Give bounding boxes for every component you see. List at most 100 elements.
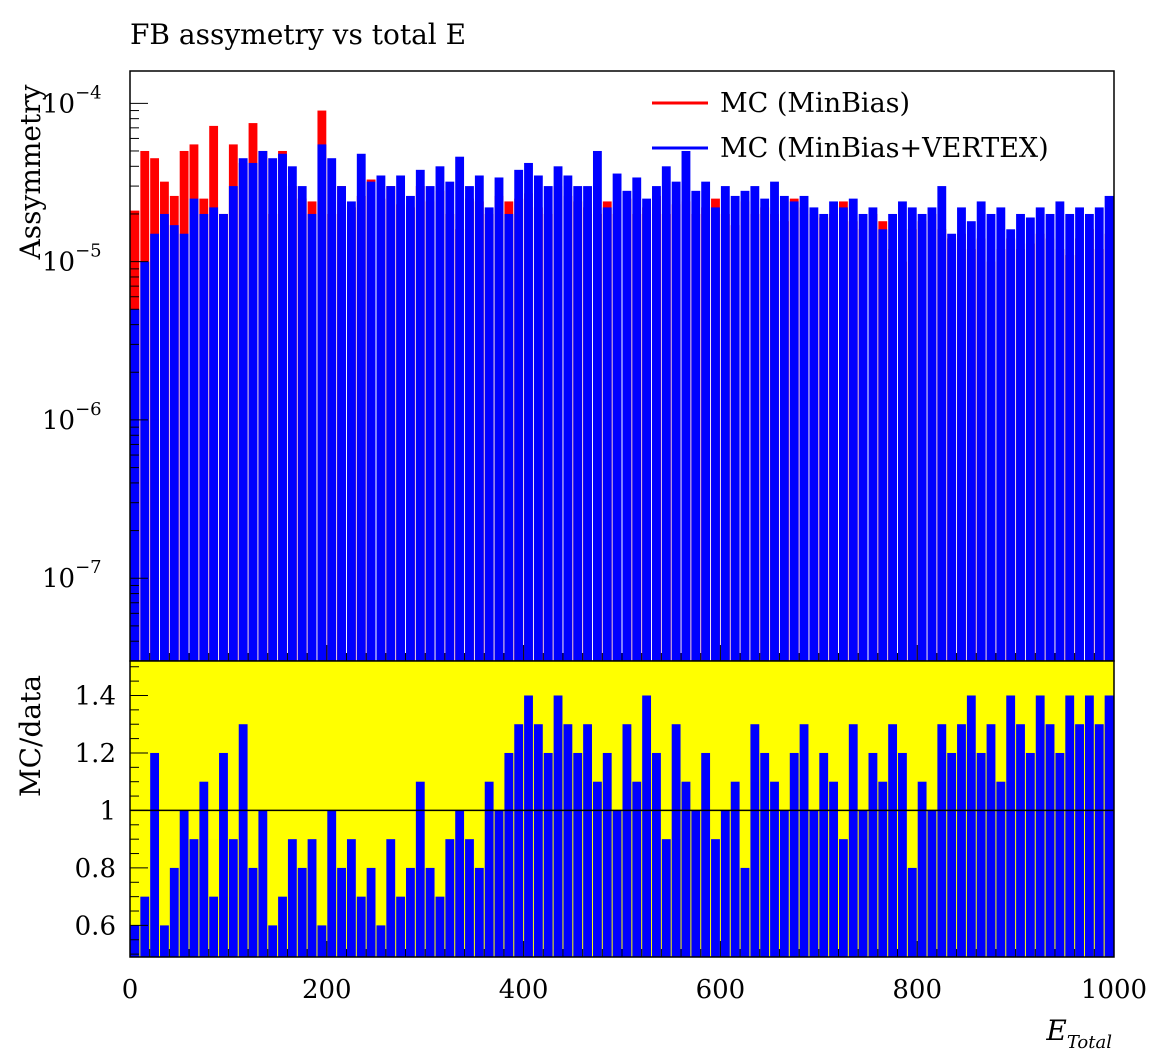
upper-y-tick-label-1: 10−5 xyxy=(42,241,102,278)
bar-minbias-vertex-14 xyxy=(268,158,278,661)
x-tick-label-400: 400 xyxy=(499,975,549,1005)
bar-minbias-vertex-79 xyxy=(907,207,917,661)
ratio-bar-12 xyxy=(248,867,258,957)
bar-minbias-vertex-73 xyxy=(848,198,858,661)
ratio-bar-66 xyxy=(779,810,789,957)
bar-minbias-vertex-94 xyxy=(1055,201,1065,661)
ratio-bar-94 xyxy=(1055,752,1065,957)
bar-minbias-vertex-67 xyxy=(789,201,799,661)
bar-minbias-vertex-36 xyxy=(484,207,494,661)
ratio-bar-6 xyxy=(189,839,199,957)
ratio-bar-64 xyxy=(760,752,770,957)
ratio-bar-84 xyxy=(957,724,966,957)
ratio-bar-0 xyxy=(130,925,140,957)
bar-minbias-vertex-9 xyxy=(219,213,228,661)
ratio-bar-56 xyxy=(681,781,691,957)
bar-minbias-vertex-96 xyxy=(1075,207,1084,661)
ratio-bar-98 xyxy=(1094,724,1104,957)
ratio-bar-33 xyxy=(455,810,465,957)
bar-minbias-vertex-35 xyxy=(474,175,484,661)
ratio-bar-67 xyxy=(789,752,799,957)
ratio-bar-96 xyxy=(1075,724,1084,957)
lower-plot-area xyxy=(129,660,1115,958)
ratio-bar-24 xyxy=(366,867,376,957)
ratio-uncertainty-band xyxy=(130,661,1114,957)
ratio-bar-57 xyxy=(691,810,701,957)
bar-minbias-vertex-1 xyxy=(140,261,150,661)
bar-minbias-vertex-98 xyxy=(1094,207,1104,661)
x-tick-label-0: 0 xyxy=(122,975,139,1005)
upper-y-tick-label-0: 10−4 xyxy=(42,82,102,119)
ratio-bar-14 xyxy=(268,925,278,957)
bar-minbias-vertex-0 xyxy=(130,309,140,661)
bar-minbias-vertex-54 xyxy=(661,166,671,661)
bar-minbias-vertex-17 xyxy=(297,186,307,661)
ratio-bar-68 xyxy=(799,724,809,957)
ratio-bar-85 xyxy=(966,695,976,957)
bar-minbias-vertex-43 xyxy=(553,166,563,661)
ratio-bar-11 xyxy=(238,724,248,957)
ratio-bar-83 xyxy=(947,752,957,957)
ratio-bar-41 xyxy=(533,724,543,957)
bar-minbias-vertex-4 xyxy=(169,225,179,661)
bar-minbias-vertex-21 xyxy=(337,186,346,661)
bar-minbias-vertex-61 xyxy=(730,195,740,661)
ratio-bar-15 xyxy=(278,896,287,957)
ratio-bar-73 xyxy=(848,724,858,957)
bar-minbias-vertex-23 xyxy=(356,153,366,661)
ratio-bar-54 xyxy=(661,839,671,957)
ratio-bar-36 xyxy=(484,781,494,957)
legend: MC (MinBias) MC (MinBias+VERTEX) xyxy=(652,88,1049,164)
ratio-bar-20 xyxy=(327,810,337,957)
lower-y-tick-label-2: 1 xyxy=(99,796,116,826)
ratio-bar-31 xyxy=(435,896,445,957)
ratio-bar-97 xyxy=(1084,695,1094,957)
upper-y-tick-label-base: 10 xyxy=(42,564,75,594)
bar-minbias-vertex-91 xyxy=(1025,217,1035,661)
bar-minbias-vertex-37 xyxy=(494,177,504,661)
bar-minbias-vertex-57 xyxy=(691,190,701,661)
ratio-bar-77 xyxy=(888,724,898,957)
bar-minbias-vertex-56 xyxy=(681,150,691,661)
bar-minbias-vertex-15 xyxy=(278,153,287,661)
ratio-bar-71 xyxy=(829,781,838,957)
ratio-bar-60 xyxy=(720,810,730,957)
ratio-bar-23 xyxy=(356,896,366,957)
ratio-bar-87 xyxy=(986,724,996,957)
bar-minbias-vertex-41 xyxy=(533,175,543,661)
upper-bars xyxy=(130,110,1114,661)
bar-minbias-vertex-82 xyxy=(937,186,947,661)
bar-minbias-vertex-22 xyxy=(346,201,356,661)
ratio-bar-10 xyxy=(228,839,238,957)
ratio-bar-13 xyxy=(258,810,268,957)
upper-y-tick-labels: 10−410−510−610−7 xyxy=(42,82,148,662)
bar-minbias-vertex-40 xyxy=(524,162,533,661)
bar-minbias-vertex-64 xyxy=(760,198,770,661)
bar-minbias-vertex-62 xyxy=(740,190,750,661)
x-axis-label-main: E xyxy=(1045,1014,1066,1047)
ratio-bar-63 xyxy=(750,724,760,957)
upper-y-tick-label-base: 10 xyxy=(42,406,75,436)
ratio-bar-17 xyxy=(297,867,307,957)
ratio-bar-99 xyxy=(1104,695,1114,957)
bar-minbias-vertex-39 xyxy=(514,169,524,661)
bar-minbias-vertex-46 xyxy=(583,186,592,661)
ratio-bar-21 xyxy=(337,867,346,957)
ratio-bar-93 xyxy=(1045,724,1055,957)
ratio-bar-50 xyxy=(622,724,632,957)
ratio-bar-7 xyxy=(199,781,209,957)
ratio-bar-58 xyxy=(701,752,711,957)
bar-minbias-vertex-89 xyxy=(1006,229,1016,661)
bar-minbias-vertex-20 xyxy=(327,158,337,661)
x-axis-label-subscript: Total xyxy=(1067,1032,1112,1053)
bar-minbias-vertex-88 xyxy=(996,207,1006,661)
ratio-bar-88 xyxy=(996,781,1006,957)
lower-y-tick-label-1: 0.8 xyxy=(75,854,116,884)
bar-minbias-vertex-58 xyxy=(701,181,711,661)
bar-minbias-vertex-84 xyxy=(957,207,966,661)
upper-y-tick-label-2: 10−6 xyxy=(42,399,102,436)
ratio-bar-92 xyxy=(1035,695,1045,957)
bar-minbias-vertex-71 xyxy=(829,201,838,661)
bar-minbias-vertex-27 xyxy=(396,175,406,661)
bar-minbias-vertex-80 xyxy=(917,213,927,661)
